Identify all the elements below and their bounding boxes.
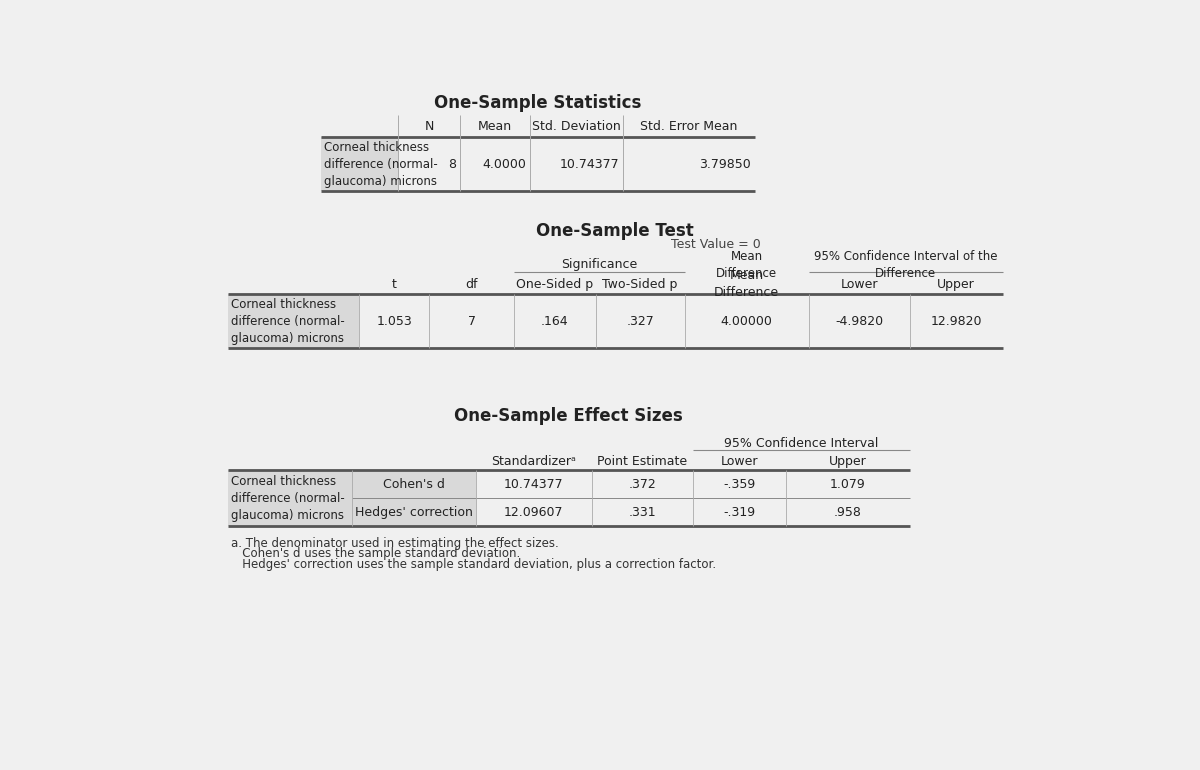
Text: df: df xyxy=(466,278,478,290)
Text: Hedges' correction: Hedges' correction xyxy=(354,506,473,518)
Text: Upper: Upper xyxy=(937,278,974,290)
Text: -4.9820: -4.9820 xyxy=(835,315,883,327)
Text: .331: .331 xyxy=(629,506,656,518)
Text: 8: 8 xyxy=(448,158,456,170)
Text: One-Sided p: One-Sided p xyxy=(516,278,594,290)
Text: .327: .327 xyxy=(626,315,654,327)
Text: 12.09607: 12.09607 xyxy=(504,506,563,518)
Text: 10.74377: 10.74377 xyxy=(559,158,619,170)
Text: Test Value = 0: Test Value = 0 xyxy=(671,239,761,251)
Text: Point Estimate: Point Estimate xyxy=(598,455,688,467)
Text: Corneal thickness
difference (normal-
glaucoma) microns: Corneal thickness difference (normal- gl… xyxy=(232,474,346,522)
Text: .958: .958 xyxy=(834,506,862,518)
Text: Standardizerᵃ: Standardizerᵃ xyxy=(491,455,576,467)
Text: 4.00000: 4.00000 xyxy=(721,315,773,327)
Text: 12.9820: 12.9820 xyxy=(930,315,982,327)
Text: Significance: Significance xyxy=(562,259,637,271)
Text: 3.79850: 3.79850 xyxy=(698,158,751,170)
Text: 95% Confidence Interval of the
Difference: 95% Confidence Interval of the Differenc… xyxy=(814,250,997,280)
Text: .164: .164 xyxy=(541,315,569,327)
Text: Mean: Mean xyxy=(478,120,512,132)
Text: Lower: Lower xyxy=(840,278,878,290)
Text: Corneal thickness
difference (normal-
glaucoma) microns: Corneal thickness difference (normal- gl… xyxy=(232,297,346,345)
Text: 1.053: 1.053 xyxy=(377,315,412,327)
Text: Cohen's d: Cohen's d xyxy=(383,478,444,490)
Text: Hedges' correction uses the sample standard deviation, plus a correction factor.: Hedges' correction uses the sample stand… xyxy=(232,558,716,571)
Text: One-Sample Statistics: One-Sample Statistics xyxy=(434,94,641,112)
Text: Lower: Lower xyxy=(720,455,757,467)
Text: -.319: -.319 xyxy=(722,506,755,518)
Text: One-Sample Effect Sizes: One-Sample Effect Sizes xyxy=(454,407,683,425)
Text: One-Sample Test: One-Sample Test xyxy=(536,222,694,240)
Text: t: t xyxy=(391,278,396,290)
Text: 4.0000: 4.0000 xyxy=(482,158,526,170)
Text: Std. Error Mean: Std. Error Mean xyxy=(640,120,737,132)
Text: Cohen's d uses the sample standard deviation.: Cohen's d uses the sample standard devia… xyxy=(232,547,521,561)
Text: a. The denominator used in estimating the effect sizes.: a. The denominator used in estimating th… xyxy=(232,537,559,550)
Text: N: N xyxy=(425,120,433,132)
Text: -.359: -.359 xyxy=(722,478,755,490)
Text: Mean
Difference: Mean Difference xyxy=(716,250,778,280)
Text: Upper: Upper xyxy=(829,455,866,467)
Text: 1.079: 1.079 xyxy=(829,478,865,490)
Text: 7: 7 xyxy=(468,315,475,327)
Text: Mean
Difference: Mean Difference xyxy=(714,270,779,299)
Text: Std. Deviation: Std. Deviation xyxy=(532,120,620,132)
Text: 95% Confidence Interval: 95% Confidence Interval xyxy=(724,437,878,450)
Text: 10.74377: 10.74377 xyxy=(504,478,564,490)
Text: Corneal thickness
difference (normal-
glaucoma) microns: Corneal thickness difference (normal- gl… xyxy=(324,140,438,188)
Text: Two-Sided p: Two-Sided p xyxy=(602,278,678,290)
Text: .372: .372 xyxy=(629,478,656,490)
